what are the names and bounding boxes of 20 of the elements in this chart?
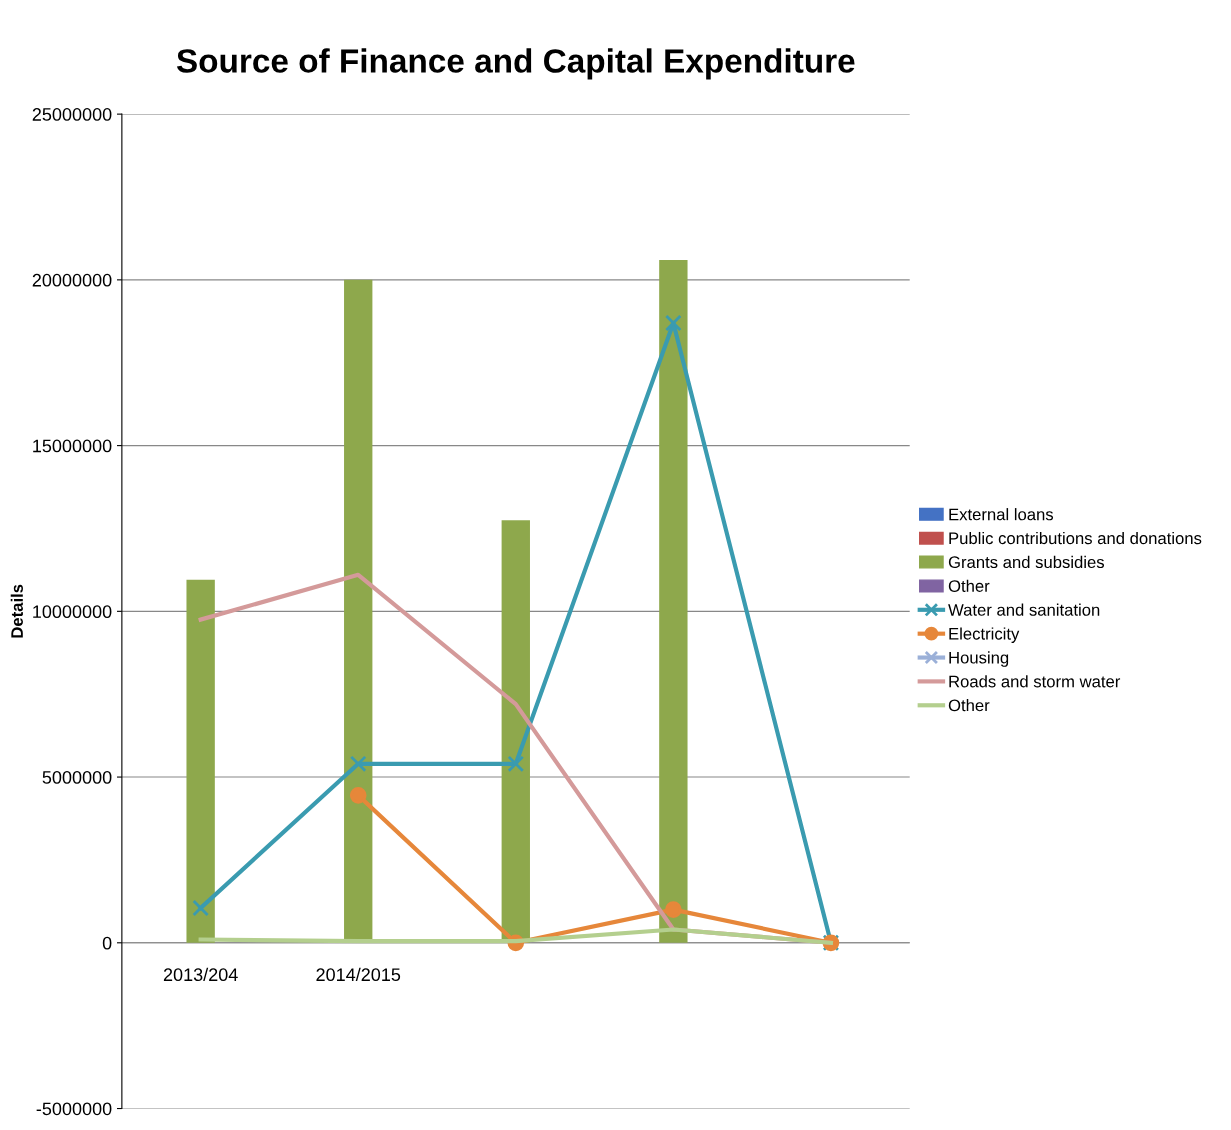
y-tick-label: 10000000 [33,605,112,619]
x-tick-label: 2013/204 [163,967,238,982]
y-tick-label: 0 [102,936,112,950]
y-tick-label: -5000000 [36,1102,112,1116]
legend-label: Electricity [949,627,1020,643]
legend-label: Roads and storm water [949,675,1121,688]
y-tick-label: 25000000 [32,108,112,121]
y-tick-label: 5000000 [42,771,112,784]
legend-label: Other [948,579,990,592]
x-tick-label: 2014/2015 [316,967,401,982]
legend-label: Other [948,699,990,712]
y-tick-label: 20000000 [32,273,112,287]
legend-label: External loans [949,508,1054,521]
y-axis-title: Details [10,584,23,638]
legend-label: Grants and subsidies [948,555,1105,569]
chart-title: Source of Finance and Capital Expenditure [176,48,855,80]
legend-label: Housing [949,651,1009,667]
legend-label: Public contributions and donations [949,531,1202,545]
y-tick-label: 15000000 [33,439,112,453]
legend-label: Water and sanitation [948,603,1100,616]
